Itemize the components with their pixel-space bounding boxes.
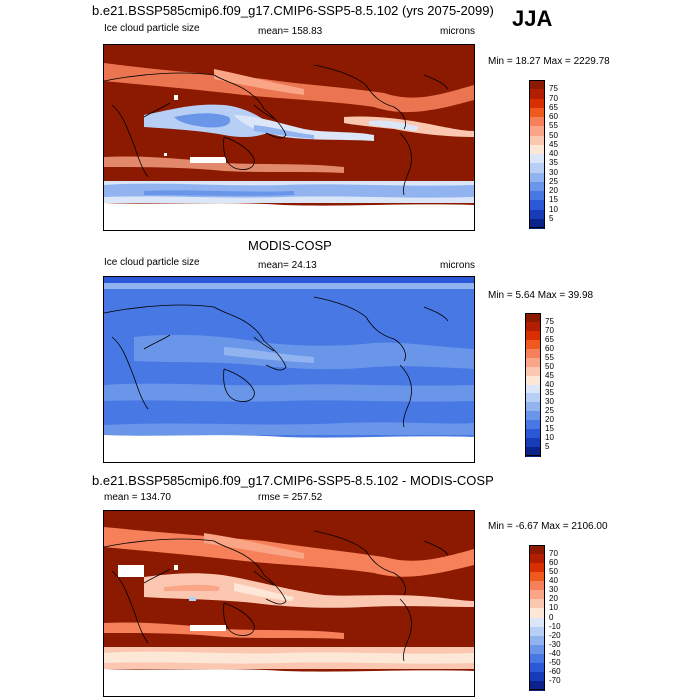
colorbar-tick-label: 10 <box>545 433 554 443</box>
colorbar-frame <box>529 545 545 690</box>
panel-obs-colorbar-cells: 75 70 65 60 55 50 45 40 35 30 25 20 15 10 5 <box>525 313 585 457</box>
colorbar-tick-label: 55 <box>549 121 558 131</box>
colorbar-tick-label: -10 <box>549 621 561 631</box>
colorbar-tick-label: 65 <box>545 334 554 344</box>
panel-obs-colorbar: 75 70 65 60 55 50 45 40 35 30 25 20 15 10 5 <box>525 313 585 457</box>
colorbar-tick-label: -20 <box>549 630 561 640</box>
colorbar-tick-label: 45 <box>545 370 554 380</box>
colorbar-tick-label: 70 <box>549 93 558 103</box>
panel-obs-minmax: Min = 5.64 Max = 39.98 <box>488 290 594 301</box>
colorbar-tick-label: 15 <box>549 195 558 205</box>
colorbar-tick-label: 70 <box>549 549 558 559</box>
panel-diff-minmax: Min = -6.67 Max = 2106.00 <box>488 521 608 532</box>
panel-model-variable-label: Ice cloud particle size <box>104 23 200 34</box>
colorbar-tick-label: 5 <box>545 442 550 452</box>
panel-diff-title: b.e21.BSSP585cmip6.f09_g17.CMIP6-SSP5-8.… <box>92 473 494 488</box>
panel-diff-colorbar: 70 60 50 40 30 20 10 0 -10 -20 -30 -40 -50 -60 -70 <box>529 545 589 691</box>
colorbar-tick-label: 30 <box>549 167 558 177</box>
colorbar-tick-label: 40 <box>549 149 558 158</box>
colorbar-tick-label: -40 <box>549 648 561 658</box>
panel-obs-mean-label: mean= 24.13 <box>258 260 317 271</box>
season-label: JJA <box>512 6 553 31</box>
colorbar-tick-label: 25 <box>549 176 558 186</box>
colorbar-tick-label: 60 <box>549 112 558 121</box>
colorbar-tick-label: 10 <box>549 603 558 613</box>
colorbar-tick-label: 30 <box>545 397 554 407</box>
panel-model-units-label: microns <box>440 26 476 37</box>
panel-diff-colorbar-cells: 70 60 50 40 30 20 10 0 -10 -20 -30 -40 -50 -60 -70 <box>529 545 589 691</box>
colorbar-tick-label: 50 <box>549 567 558 577</box>
colorbar-tick-label: -50 <box>549 657 561 667</box>
colorbar-tick-label: 5 <box>549 213 554 223</box>
colorbar-frame <box>529 80 545 228</box>
panel-obs-map <box>103 276 475 463</box>
colorbar-tick-label: 65 <box>549 102 558 112</box>
colorbar-tick-label: 40 <box>549 576 558 586</box>
colorbar-tick-label: 20 <box>545 415 554 425</box>
colorbar-tick-label: 35 <box>549 158 558 168</box>
panel-diff-rmse-label: rmse = 257.52 <box>258 492 323 503</box>
panel-obs-units-label: microns <box>440 260 476 271</box>
colorbar-tick-label: 75 <box>545 316 554 326</box>
colorbar-tick-label: 50 <box>545 361 554 371</box>
colorbar-tick-label: 30 <box>549 585 558 595</box>
colorbar-tick-label: 0 <box>549 612 554 622</box>
colorbar-tick-label: 20 <box>549 186 558 195</box>
colorbar-tick-label: -70 <box>549 675 561 685</box>
colorbar-tick-label: 60 <box>549 558 558 568</box>
colorbar-tick-label: 35 <box>545 388 554 398</box>
colorbar-tick-label: 40 <box>545 379 554 389</box>
colorbar-tick-label: 25 <box>545 406 554 416</box>
colorbar-tick-label: 70 <box>545 325 554 335</box>
colorbar-tick-label: -60 <box>549 666 561 676</box>
panel-diff-mean-label: mean = 134.70 <box>104 492 171 503</box>
panel-model-colorbar: 75 70 65 60 55 50 45 40 35 30 25 20 15 10 5 <box>529 80 589 229</box>
colorbar-tick-label: 75 <box>549 84 558 94</box>
colorbar-tick-label: 15 <box>545 424 554 434</box>
panel-model-minmax: Min = 18.27 Max = 2229.78 <box>488 56 610 67</box>
panel-obs-title: MODIS-COSP <box>248 238 332 253</box>
panel-model-mean-label: mean= 158.83 <box>258 26 323 37</box>
panel-obs-variable-label: Ice cloud particle size <box>104 257 200 268</box>
panel-model-map <box>103 44 475 231</box>
colorbar-tick-label: 60 <box>545 343 554 353</box>
panel-model-colorbar-cells: 75 70 65 60 55 50 45 40 35 30 25 20 15 10 5 <box>529 80 589 229</box>
colorbar-tick-label: 20 <box>549 594 558 604</box>
colorbar-frame <box>525 313 541 456</box>
panel-diff-map <box>103 510 475 697</box>
colorbar-tick-label: 50 <box>549 130 558 140</box>
colorbar-tick-label: 10 <box>549 204 558 214</box>
colorbar-tick-label: -30 <box>549 639 561 649</box>
panel-model-title: b.e21.BSSP585cmip6.f09_g17.CMIP6-SSP5-8.… <box>92 3 494 18</box>
colorbar-tick-label: 45 <box>549 139 558 149</box>
colorbar-tick-label: 55 <box>545 352 554 362</box>
